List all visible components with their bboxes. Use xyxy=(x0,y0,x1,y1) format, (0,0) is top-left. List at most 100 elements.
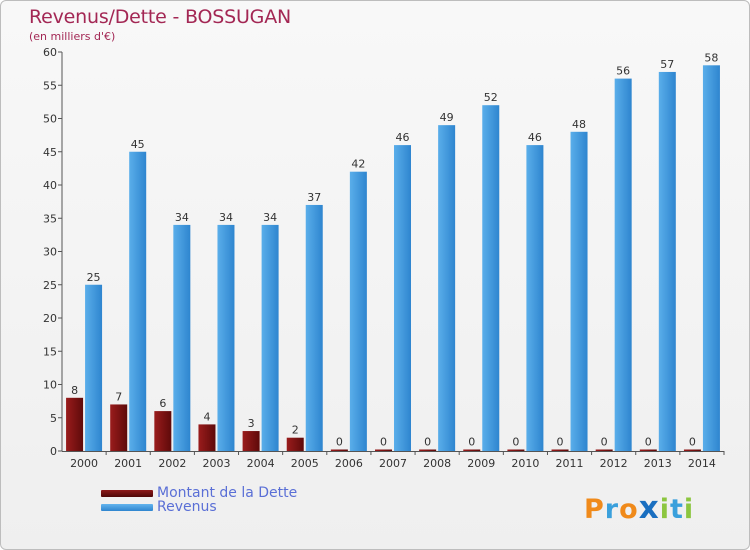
x-tick-label: 2005 xyxy=(291,457,319,470)
x-tick-label: 2014 xyxy=(688,457,716,470)
y-tick-label: 40 xyxy=(43,179,57,192)
bar-revenus xyxy=(438,125,456,452)
bar-dette xyxy=(463,449,481,451)
bar-dette xyxy=(198,424,216,451)
bar-dette xyxy=(639,449,657,451)
data-label-dette: 0 xyxy=(424,436,431,449)
data-label-dette: 8 xyxy=(71,384,78,397)
bar-dette xyxy=(375,449,392,451)
y-tick-label: 55 xyxy=(43,79,57,92)
x-tick-label: 2006 xyxy=(335,457,363,470)
logo-letter: i xyxy=(659,494,670,525)
bar-revenus xyxy=(526,145,544,451)
data-label-revenus: 57 xyxy=(660,58,674,71)
data-label-revenus: 58 xyxy=(704,51,718,64)
x-tick-label: 2009 xyxy=(467,457,495,470)
bar-revenus xyxy=(129,151,147,451)
bar-dette xyxy=(154,411,172,451)
y-tick-label: 10 xyxy=(43,379,57,392)
bar-revenus xyxy=(394,145,411,451)
data-label-dette: 4 xyxy=(203,410,210,423)
data-label-dette: 0 xyxy=(336,436,343,449)
x-tick-label: 2011 xyxy=(556,457,584,470)
y-tick-label: 15 xyxy=(43,345,57,358)
bar-revenus xyxy=(349,171,367,451)
data-label-revenus: 49 xyxy=(440,111,454,124)
data-label-dette: 0 xyxy=(689,436,696,449)
data-label-revenus: 52 xyxy=(484,91,498,104)
legend-label-dette: Montant de la Dette xyxy=(157,485,298,501)
x-tick-label: 2012 xyxy=(600,457,628,470)
data-label-dette: 0 xyxy=(557,436,564,449)
data-label-dette: 0 xyxy=(468,436,475,449)
y-tick-label: 50 xyxy=(43,113,57,126)
data-label-revenus: 48 xyxy=(572,118,586,131)
logo-letter: t xyxy=(669,494,684,525)
logo-letter: i xyxy=(683,494,695,525)
x-tick-label: 2010 xyxy=(511,457,539,470)
bar-revenus xyxy=(614,78,632,451)
data-label-revenus: 46 xyxy=(528,131,542,144)
data-label-revenus: 45 xyxy=(131,138,145,151)
x-tick-label: 2007 xyxy=(379,457,407,470)
bar-revenus xyxy=(305,204,323,451)
y-tick-label: 25 xyxy=(43,279,57,292)
data-label-dette: 0 xyxy=(380,436,387,449)
data-label-revenus: 34 xyxy=(263,211,277,224)
bar-dette xyxy=(683,449,701,451)
bar-dette xyxy=(66,397,84,451)
proxiti-logo: Proxiti xyxy=(584,490,694,526)
bar-dette xyxy=(551,449,569,451)
bar-revenus xyxy=(570,131,588,452)
bar-revenus xyxy=(658,71,676,451)
logo-letter: r xyxy=(604,494,620,525)
data-label-revenus: 46 xyxy=(396,131,410,144)
logo-letter: o xyxy=(619,494,639,525)
legend-label-revenus: Revenus xyxy=(157,499,217,515)
y-tick-label: 20 xyxy=(43,312,57,325)
data-label-dette: 0 xyxy=(512,436,519,449)
bar-dette xyxy=(330,449,348,451)
data-label-revenus: 56 xyxy=(616,65,630,78)
bar-dette xyxy=(110,404,128,451)
y-tick-label: 35 xyxy=(43,212,57,225)
data-label-dette: 7 xyxy=(115,390,122,403)
legend-swatch-dette xyxy=(101,490,153,497)
y-tick-label: 5 xyxy=(50,412,57,425)
data-label-dette: 3 xyxy=(248,417,255,430)
data-label-dette: 0 xyxy=(601,436,608,449)
data-label-dette: 2 xyxy=(292,424,299,437)
data-label-revenus: 37 xyxy=(307,191,321,204)
chart-subtitle: (en milliers d'€) xyxy=(29,30,116,43)
bar-revenus xyxy=(217,224,235,451)
bar-revenus xyxy=(85,284,103,451)
data-label-revenus: 25 xyxy=(87,271,101,284)
x-tick-label: 2002 xyxy=(158,457,186,470)
x-tick-label: 2004 xyxy=(247,457,275,470)
bar-revenus xyxy=(702,65,720,452)
y-tick-label: 0 xyxy=(50,445,57,458)
bar-dette xyxy=(286,437,304,451)
x-tick-label: 2013 xyxy=(644,457,672,470)
data-label-revenus: 34 xyxy=(175,211,189,224)
bar-dette xyxy=(507,449,525,451)
legend-swatch-revenus xyxy=(101,504,153,511)
bar-dette xyxy=(595,449,613,451)
data-label-revenus: 42 xyxy=(351,158,365,171)
y-tick-label: 30 xyxy=(43,246,57,259)
bar-revenus xyxy=(261,224,279,451)
x-tick-label: 2008 xyxy=(423,457,451,470)
x-tick-label: 2001 xyxy=(114,457,142,470)
bar-revenus xyxy=(482,105,500,451)
logo-letter: x xyxy=(638,490,660,526)
data-label-dette: 0 xyxy=(645,436,652,449)
bar-revenus xyxy=(173,224,191,451)
bar-dette xyxy=(419,449,437,451)
data-label-dette: 6 xyxy=(159,397,166,410)
y-tick-label: 45 xyxy=(43,146,57,159)
data-label-revenus: 34 xyxy=(219,211,233,224)
chart-title: Revenus/Dette - BOSSUGAN xyxy=(29,6,292,28)
x-tick-label: 2000 xyxy=(70,457,98,470)
